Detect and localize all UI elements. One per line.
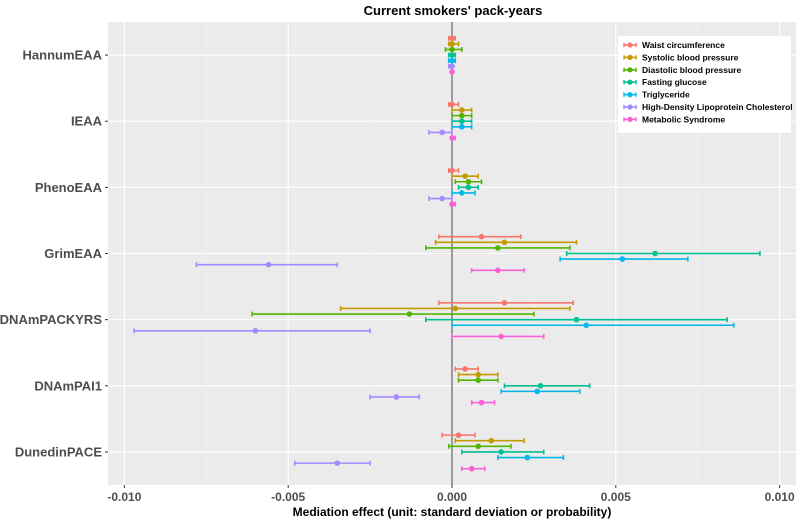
point-estimate	[475, 377, 482, 383]
x-tick-label: 0.000	[437, 490, 467, 504]
legend-label: Metabolic Syndrome	[642, 114, 725, 124]
point-estimate	[455, 432, 462, 438]
point-estimate	[449, 41, 455, 47]
series-group	[438, 35, 575, 438]
point-estimate	[462, 173, 468, 179]
x-tick-label: 0.010	[765, 490, 795, 504]
point-estimate	[459, 118, 465, 125]
y-tick-label: GrimEAA	[44, 246, 102, 261]
legend-item: Diastolic blood pressure	[623, 65, 741, 75]
x-axis-ticks: -0.010 -0.005 0.000 0.005 0.010	[107, 485, 795, 504]
y-tick-label: DNAmPACKYRS	[0, 312, 102, 327]
series-layer	[133, 35, 761, 472]
point-estimate	[439, 195, 445, 202]
legend-label: Fasting glucose	[642, 77, 707, 87]
point-estimate	[488, 437, 495, 444]
y-tick-label: DNAmPAI1	[34, 378, 102, 393]
x-tick-label: 0.005	[601, 490, 631, 504]
legend-key-point	[627, 54, 633, 61]
legend: Waist circumference Systolic blood pressu…	[618, 36, 793, 133]
point-estimate	[537, 382, 544, 389]
x-tick-label: -0.010	[107, 490, 141, 504]
point-estimate	[478, 233, 485, 240]
legend-item: Systolic blood pressure	[623, 52, 739, 62]
point-estimate	[501, 300, 508, 306]
legend-item: Triglyceride	[623, 90, 690, 100]
point-estimate	[449, 69, 455, 75]
legend-key-point	[627, 92, 633, 98]
point-estimate	[393, 394, 400, 400]
y-tick-label: IEAA	[71, 114, 103, 129]
series-group	[424, 52, 761, 455]
point-estimate	[475, 371, 482, 378]
point-estimate	[498, 449, 504, 455]
y-tick-label: HannumEAA	[23, 48, 103, 63]
point-estimate	[468, 465, 475, 472]
legend-item: High-Density Lipoprotein Cholesterol	[623, 102, 793, 112]
point-estimate	[495, 245, 501, 251]
x-tick-label: -0.005	[271, 490, 305, 504]
point-estimate	[265, 261, 272, 268]
point-estimate	[495, 267, 501, 274]
legend-key-point	[627, 104, 633, 110]
point-estimate	[465, 178, 472, 185]
point-estimate	[475, 443, 482, 450]
chart-title: Current smokers' pack-years	[364, 3, 543, 18]
point-estimate	[459, 124, 465, 130]
legend-label: Triglyceride	[642, 90, 690, 100]
legend-key-point	[627, 42, 633, 48]
point-estimate	[406, 311, 413, 317]
legend-label: High-Density Lipoprotein Cholesterol	[642, 102, 793, 112]
series-group	[339, 41, 578, 444]
series-group	[449, 69, 545, 472]
point-estimate	[439, 129, 445, 136]
point-estimate	[524, 454, 531, 461]
legend-key-point	[627, 116, 633, 122]
point-estimate	[498, 333, 504, 340]
series-group	[251, 46, 571, 450]
point-estimate	[478, 399, 485, 406]
legend-label: Diastolic blood pressure	[642, 65, 741, 75]
legend-item: Metabolic Syndrome	[623, 114, 725, 124]
legend-label: Systolic blood pressure	[642, 52, 739, 62]
point-estimate	[449, 46, 455, 53]
y-tick-label: DunedinPACE	[15, 444, 102, 459]
point-estimate	[449, 201, 455, 207]
point-estimate	[459, 190, 465, 196]
y-axis-ticks: HannumEAA IEAA PhenoEAA GrimEAA DNAmPACKYRS D…	[0, 48, 108, 459]
point-estimate	[573, 316, 580, 323]
point-estimate	[452, 305, 459, 312]
point-estimate	[462, 366, 468, 372]
series-group	[133, 63, 455, 466]
point-estimate	[449, 167, 455, 174]
legend-key-point	[627, 79, 633, 85]
point-estimate	[501, 239, 508, 246]
point-estimate	[465, 184, 472, 191]
series-group	[447, 57, 735, 461]
point-estimate	[334, 460, 341, 466]
point-estimate	[449, 35, 455, 42]
point-estimate	[449, 52, 455, 58]
point-estimate	[583, 322, 590, 329]
legend-item: Waist circumference	[623, 40, 725, 50]
y-tick-label: PhenoEAA	[35, 180, 103, 195]
point-estimate	[449, 101, 455, 108]
point-estimate	[449, 135, 455, 141]
legend-label: Waist circumference	[642, 40, 725, 50]
point-estimate	[619, 256, 626, 262]
point-estimate	[449, 63, 455, 70]
point-estimate	[459, 107, 465, 113]
legend-key-point	[627, 67, 633, 73]
point-estimate	[252, 328, 259, 334]
legend-item: Fasting glucose	[623, 77, 707, 87]
point-estimate	[459, 112, 465, 119]
point-estimate	[534, 388, 540, 395]
point-estimate	[449, 57, 455, 64]
point-estimate	[652, 250, 658, 257]
legend-box	[618, 36, 791, 133]
x-axis-label: Mediation effect (unit: standard deviati…	[293, 505, 612, 519]
